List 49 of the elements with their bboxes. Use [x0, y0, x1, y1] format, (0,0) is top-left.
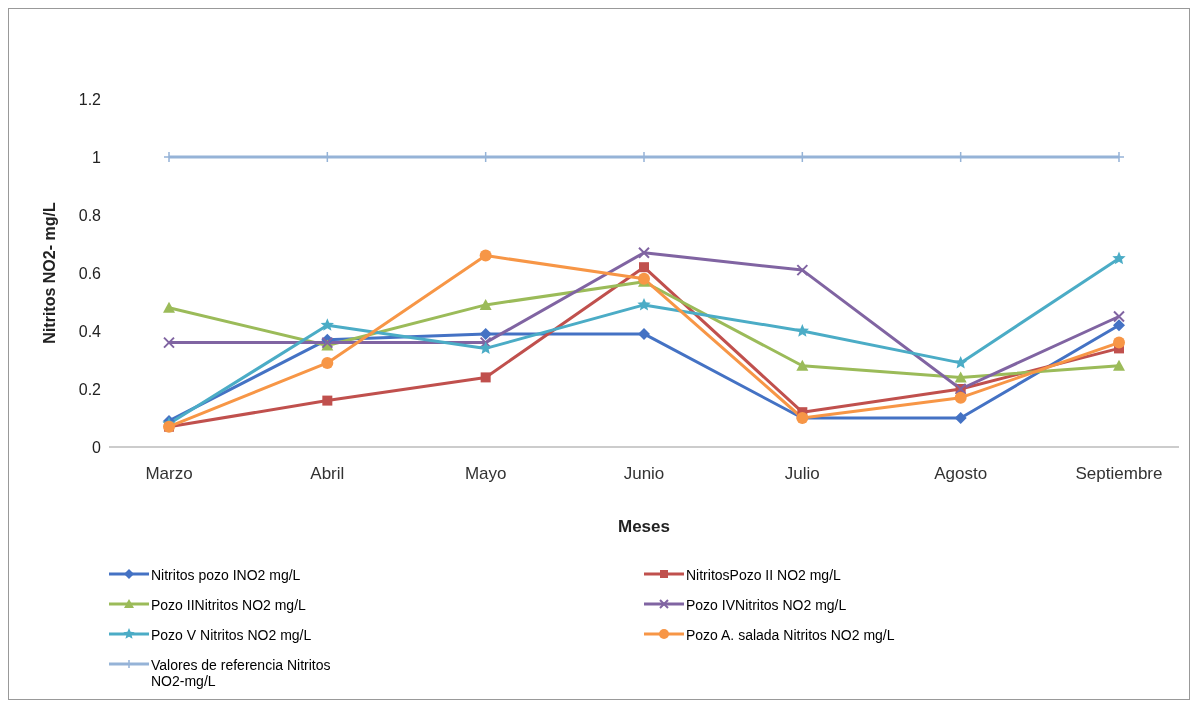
y-tick-label: 1.2: [78, 90, 102, 108]
y-axis-title: Nitritos NO2- mg/L: [40, 202, 58, 344]
point: [639, 262, 649, 273]
point: [1113, 359, 1125, 371]
x-tick-label: Marzo: [145, 464, 193, 484]
point: [320, 318, 334, 331]
y-tick-label: 0.2: [78, 380, 102, 398]
legend-label: Pozo V Nitritos NO2 mg/L: [151, 627, 312, 643]
x-tick-label: Mayo: [464, 464, 507, 484]
point: [163, 301, 175, 313]
x-tick-label: Julio: [784, 464, 820, 484]
legend-label: NitritosPozo II NO2 mg/L: [686, 567, 841, 583]
x-tick-label: Agosto: [934, 464, 988, 484]
point: [637, 297, 651, 311]
point: [1112, 251, 1126, 265]
point: [479, 249, 492, 262]
point: [1113, 319, 1125, 332]
legend-label: Nitritos pozo INO2 mg/L: [151, 567, 301, 583]
x-axis-title: Meses: [618, 517, 670, 536]
point: [322, 395, 333, 406]
point: [479, 341, 493, 355]
point: [954, 371, 967, 383]
point: [954, 391, 967, 404]
x-tick-label: Junio: [623, 464, 665, 484]
point: [480, 372, 491, 383]
legend-label: Pozo IVNitritos NO2 mg/L: [686, 597, 847, 613]
point: [796, 359, 809, 371]
point: [479, 336, 492, 349]
y-tick-label: 0.4: [78, 322, 102, 340]
y-tick-label: 1: [92, 148, 102, 166]
point: [638, 246, 650, 259]
point: [479, 327, 492, 340]
y-tick-label: 0.6: [78, 264, 102, 282]
y-tick-label: 0.8: [78, 206, 102, 224]
point: [796, 264, 809, 277]
legend-label: Pozo A. salada Nitritos NO2 mg/L: [686, 627, 895, 643]
x-tick-label: Abril: [310, 464, 345, 484]
legend-label: Pozo IINitritos NO2 mg/L: [151, 597, 306, 613]
legend-label: Valores de referencia Nitritos NO2-mg/L: [151, 657, 331, 689]
point: [638, 327, 650, 340]
point: [1113, 310, 1125, 323]
point: [954, 355, 968, 369]
x-tick-label: Septiembre: [1075, 464, 1163, 484]
point: [1113, 336, 1125, 349]
point: [479, 298, 492, 310]
point: [321, 356, 334, 369]
y-tick-label: 0: [92, 438, 102, 456]
point: [795, 324, 809, 337]
point: [163, 336, 175, 349]
